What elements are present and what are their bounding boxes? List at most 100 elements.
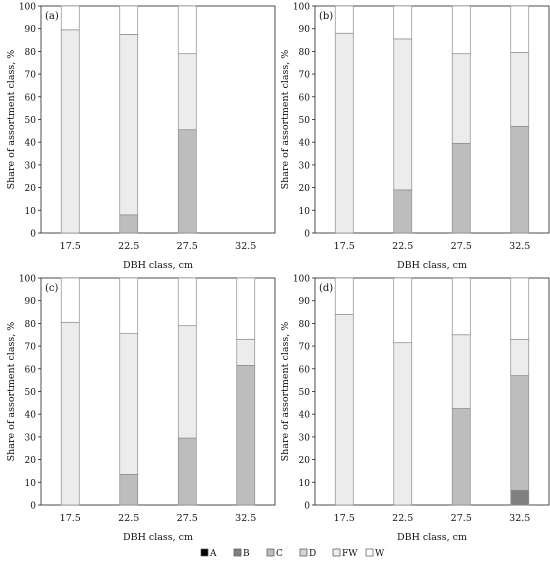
bar-segment-c	[510, 125, 530, 234]
panel-label: (b)	[319, 11, 333, 22]
y-tick-label: 20	[25, 184, 37, 194]
y-tick-label: 50	[299, 116, 311, 126]
bar-segment-fw	[177, 53, 197, 131]
y-tick-label: 80	[299, 48, 311, 58]
bar-segment-fw	[119, 34, 139, 216]
bar-segment-w	[177, 5, 197, 55]
y-tick-label: 100	[293, 275, 310, 285]
y-tick-label: 100	[19, 275, 36, 285]
x-tick-label: 32.5	[509, 241, 530, 252]
bar-segment-fw	[177, 325, 197, 439]
x-tick-label: 32.5	[235, 513, 256, 524]
panel-label: (c)	[45, 283, 59, 294]
panel-label: (d)	[319, 283, 333, 294]
bar-segment-c	[119, 474, 139, 506]
y-tick-label: 0	[304, 502, 310, 512]
panel-label: (a)	[45, 11, 59, 22]
bar-segment-w	[451, 277, 471, 336]
y-tick-label: 30	[299, 161, 311, 171]
legend-swatch-w	[365, 548, 374, 557]
y-tick-label: 90	[25, 297, 37, 307]
y-axis-label: Share of assortment class, %	[280, 322, 291, 462]
y-tick-label: 20	[299, 456, 311, 466]
y-axis-label: Share of assortment class, %	[6, 50, 17, 190]
x-tick-label: 22.5	[392, 513, 413, 524]
y-tick-label: 60	[25, 93, 37, 103]
y-tick-label: 60	[299, 365, 311, 375]
x-axis-label: DBH class, cm	[123, 532, 193, 543]
bar-segment-fw	[510, 338, 530, 376]
bar-segment-w	[393, 5, 413, 40]
y-tick-label: 90	[299, 297, 311, 307]
y-tick-label: 30	[299, 433, 311, 443]
bar-segment-w	[510, 277, 530, 340]
y-tick-label: 70	[25, 343, 37, 353]
y-tick-label: 40	[25, 411, 37, 421]
bar-segment-w	[236, 277, 256, 340]
bar-segment-fw	[451, 53, 471, 144]
x-axis-label: DBH class, cm	[397, 260, 467, 271]
y-tick-label: 40	[299, 139, 311, 149]
bar-segment-w	[334, 5, 354, 34]
x-axis-label: DBH class, cm	[123, 260, 193, 271]
y-tick-label: 100	[19, 3, 36, 13]
bar-segment-c	[236, 365, 256, 506]
y-tick-label: 0	[304, 230, 310, 240]
chart-panel-b: 0 10 20 30 40 50 60 70 80 90 100 Share of assortmen…	[280, 3, 550, 271]
bar-segment-w	[334, 277, 354, 315]
y-tick-label: 30	[25, 161, 37, 171]
y-tick-label: 10	[25, 479, 37, 489]
y-tick-label: 50	[299, 388, 311, 398]
y-tick-label: 0	[30, 502, 36, 512]
bar-segment-fw	[60, 321, 80, 506]
y-tick-label: 40	[299, 411, 311, 421]
bar-segment-c	[177, 129, 197, 234]
x-tick-label: 17.5	[60, 241, 81, 252]
legend: A B C D FW W	[200, 548, 385, 559]
bar-segment-w	[451, 5, 471, 55]
bar-segment-fw	[510, 52, 530, 127]
y-tick-label: 50	[25, 388, 37, 398]
x-tick-label: 27.5	[177, 241, 198, 252]
bar-segment-w	[177, 277, 197, 327]
bar-segment-c	[451, 408, 471, 506]
bar-segment-w	[393, 277, 413, 344]
chart-panel-d: 0 10 20 30 40 50 60 70 80 90 100 Share of assortmen…	[280, 275, 550, 543]
x-tick-label: 17.5	[60, 513, 81, 524]
y-tick-label: 10	[299, 207, 311, 217]
bar-segment-w	[119, 5, 139, 35]
y-tick-label: 30	[25, 433, 37, 443]
bar-segment-fw	[393, 38, 413, 191]
legend-label-a: A	[209, 549, 217, 559]
bar-segment-c	[393, 189, 413, 234]
y-tick-label: 100	[293, 3, 310, 13]
y-tick-label: 70	[299, 71, 311, 81]
y-tick-label: 90	[299, 25, 311, 35]
legend-label-w: W	[375, 549, 385, 559]
legend-swatch-c	[266, 548, 275, 557]
bar-segment-fw	[119, 333, 139, 475]
y-tick-label: 60	[25, 365, 37, 375]
legend-label-c: C	[276, 549, 283, 559]
y-tick-label: 40	[25, 139, 37, 149]
bar-segment-c	[510, 375, 530, 491]
x-tick-label: 22.5	[392, 241, 413, 252]
y-axis-label: Share of assortment class, %	[6, 322, 17, 462]
y-tick-label: 70	[299, 343, 311, 353]
x-tick-label: 22.5	[118, 241, 139, 252]
legend-swatch-a	[200, 548, 209, 557]
bar-segment-c	[119, 214, 139, 234]
bar-segment-c	[177, 437, 197, 506]
x-tick-label: 27.5	[451, 513, 472, 524]
y-tick-label: 10	[299, 479, 311, 489]
y-tick-label: 70	[25, 71, 37, 81]
x-tick-label: 17.5	[334, 241, 355, 252]
x-tick-label: 22.5	[118, 513, 139, 524]
bar-segment-fw	[236, 338, 256, 366]
y-tick-label: 0	[30, 230, 36, 240]
bar-segment-fw	[451, 334, 471, 409]
x-tick-label: 27.5	[177, 513, 198, 524]
x-tick-label: 32.5	[235, 241, 256, 252]
